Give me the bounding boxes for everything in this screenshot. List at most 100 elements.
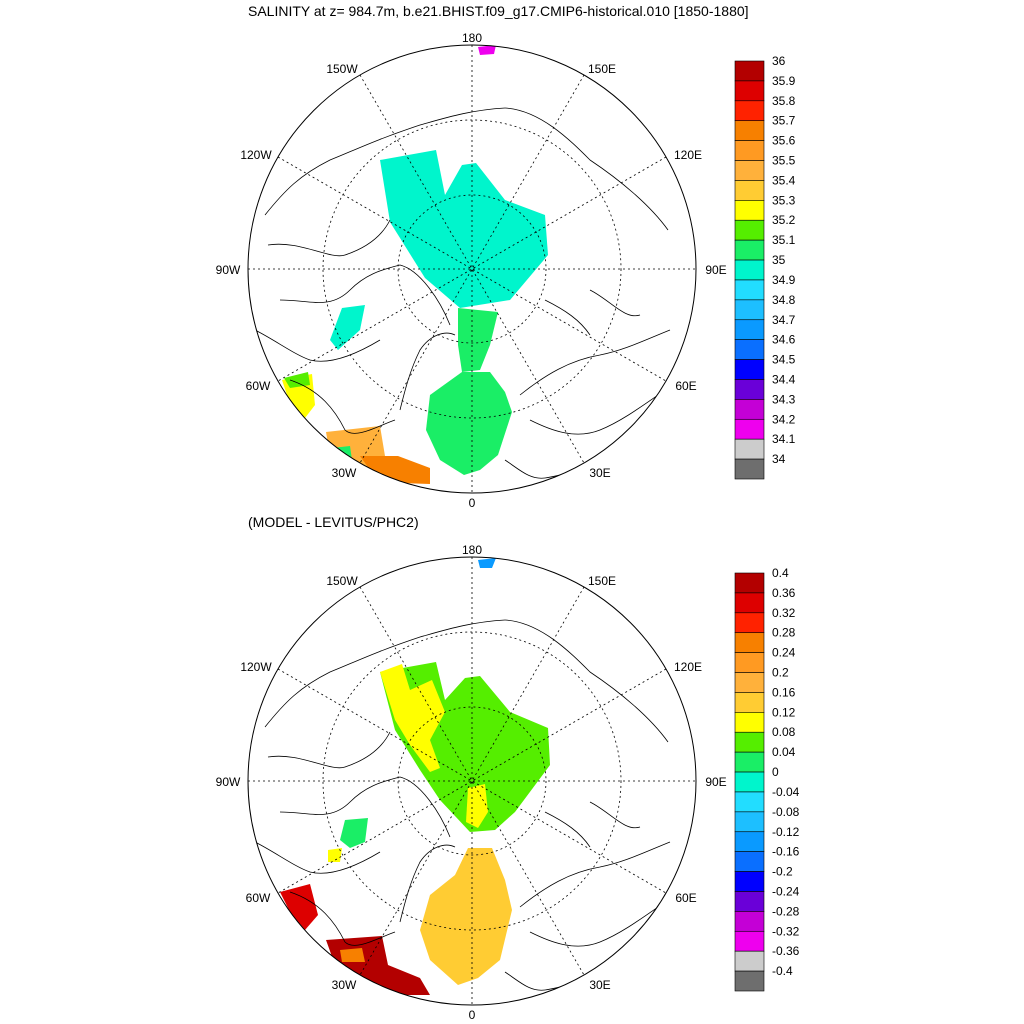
colorbar-swatch — [734, 140, 765, 161]
difference-region-irminger-orange — [340, 948, 365, 962]
lon-label-150w: 150W — [326, 574, 358, 588]
colorbar-label: 34.1 — [772, 432, 796, 446]
colorbar-label: 0.08 — [772, 725, 796, 739]
difference-region-labrador — [280, 884, 318, 930]
colorbar-label: 35.1 — [772, 233, 796, 247]
lon-label-180: 180 — [462, 543, 482, 557]
difference-field — [254, 558, 681, 995]
salinity-map: 180 150W 150E 120W 120E 90W 90E 60W 60E … — [216, 31, 727, 510]
colorbar-swatch — [734, 160, 765, 181]
difference-title: (MODEL - LEVITUS/PHC2) — [248, 514, 419, 530]
colorbar-swatch — [734, 731, 765, 753]
colorbar-swatch — [734, 219, 765, 241]
colorbar-label: -0.08 — [772, 805, 800, 819]
salinity-colorbar: 36 35.9 35.8 35.7 35.6 35.5 35.4 35.3 35.2 35.1 35… — [734, 54, 796, 480]
colorbar-swatch — [734, 950, 765, 972]
salinity-region-fram — [458, 308, 498, 372]
colorbar-label: 34.9 — [772, 273, 796, 287]
colorbar-swatch — [734, 891, 765, 912]
colorbar-swatch — [734, 279, 765, 301]
lon-label-150e: 150E — [588, 574, 616, 588]
colorbar-label: 35.4 — [772, 173, 796, 187]
colorbar-swatch — [734, 970, 765, 992]
lon-label-90e: 90E — [705, 775, 726, 789]
colorbar-swatch — [734, 791, 765, 813]
difference-map: 180 150W 150E 120W 120E 90W 90E 60W 60E … — [216, 543, 727, 1022]
colorbar-swatch — [734, 672, 765, 693]
colorbar-label: 34.8 — [772, 293, 796, 307]
difference-region-bering — [478, 558, 496, 568]
colorbar-label: 0.4 — [772, 566, 789, 580]
colorbar-swatch — [734, 339, 765, 360]
salinity-region-baffin — [330, 305, 365, 350]
colorbar-label: 0.04 — [772, 745, 796, 759]
colorbar-label: 0.36 — [772, 586, 796, 600]
colorbar-swatch — [734, 771, 765, 793]
colorbar-label: 0.32 — [772, 606, 796, 620]
salinity-field — [254, 45, 681, 484]
colorbar-label: -0.12 — [772, 825, 800, 839]
colorbar-swatch — [734, 399, 765, 420]
lon-label-90w: 90W — [216, 263, 241, 277]
lon-label-30w: 30W — [332, 978, 357, 992]
lon-label-90w: 90W — [216, 775, 241, 789]
colorbar-label: -0.4 — [772, 964, 793, 978]
colorbar-swatch — [734, 592, 765, 614]
colorbar-swatch — [734, 652, 765, 673]
colorbar-swatch — [734, 911, 765, 932]
colorbar-swatch — [734, 572, 765, 594]
difference-colorbar: 0.4 0.36 0.32 0.28 0.24 0.2 0.16 0.12 0.08 0.04 0 -… — [734, 566, 800, 992]
salinity-region-labrador-green — [284, 372, 310, 388]
colorbar-label: 34.6 — [772, 333, 796, 347]
difference-region-central — [466, 784, 488, 828]
colorbar-swatch — [734, 80, 765, 102]
difference-region-baffin — [340, 818, 368, 848]
colorbar-swatch — [734, 60, 765, 82]
lon-label-30w: 30W — [332, 466, 357, 480]
lon-label-120w: 120W — [240, 148, 272, 162]
colorbar-label: 36 — [772, 54, 786, 68]
difference-region-canada — [380, 664, 445, 772]
colorbar-swatch — [734, 458, 765, 480]
lon-label-60w: 60W — [246, 891, 271, 905]
difference-region-greenland-sea — [420, 848, 512, 985]
map-boundary — [247, 44, 697, 494]
lon-label-180: 180 — [462, 31, 482, 45]
lon-label-60w: 60W — [246, 379, 271, 393]
colorbar-swatch — [734, 319, 765, 340]
colorbar-label: -0.04 — [772, 785, 800, 799]
salinity-region-greenland-sea — [426, 372, 512, 475]
colorbar-swatch — [734, 612, 765, 634]
colorbar-swatch — [734, 692, 765, 713]
colorbar-label: 0.12 — [772, 705, 796, 719]
colorbar-swatch — [734, 751, 765, 773]
lon-label-30e: 30E — [589, 978, 610, 992]
colorbar-swatch — [734, 359, 765, 380]
colorbar-swatch — [734, 299, 765, 321]
lon-label-90e: 90E — [705, 263, 726, 277]
salinity-region-irminger-green — [332, 446, 352, 460]
colorbar-label: 34.5 — [772, 353, 796, 367]
colorbar-label: 0 — [772, 765, 779, 779]
figure-title: SALINITY at z= 984.7m, b.e21.BHIST.f09_g… — [248, 3, 749, 19]
longitude-labels: 180 150W 150E 120W 120E 90W 90E 60W 60E … — [216, 31, 727, 510]
colorbar-label: 35.8 — [772, 94, 796, 108]
lon-label-120w: 120W — [240, 660, 272, 674]
colorbar-swatch — [734, 438, 765, 460]
colorbar-swatch — [734, 712, 765, 733]
colorbar-swatch — [734, 930, 765, 952]
colorbar-label: 35.2 — [772, 213, 796, 227]
colorbar-label: -0.2 — [772, 865, 793, 879]
difference-region-baffin-yellow — [328, 848, 342, 862]
lon-label-150e: 150E — [588, 62, 616, 76]
lon-label-30e: 30E — [589, 466, 610, 480]
colorbar-swatch — [734, 100, 765, 122]
colorbar-label: 0.16 — [772, 685, 796, 699]
map-grid — [248, 45, 696, 493]
colorbar-label: -0.24 — [772, 884, 800, 898]
colorbar-swatch — [734, 379, 765, 400]
colorbar-label: 35.6 — [772, 134, 796, 148]
map-grid-diff — [248, 557, 696, 1005]
colorbar-swatch — [734, 239, 765, 261]
colorbar-label: 0.2 — [772, 666, 789, 680]
